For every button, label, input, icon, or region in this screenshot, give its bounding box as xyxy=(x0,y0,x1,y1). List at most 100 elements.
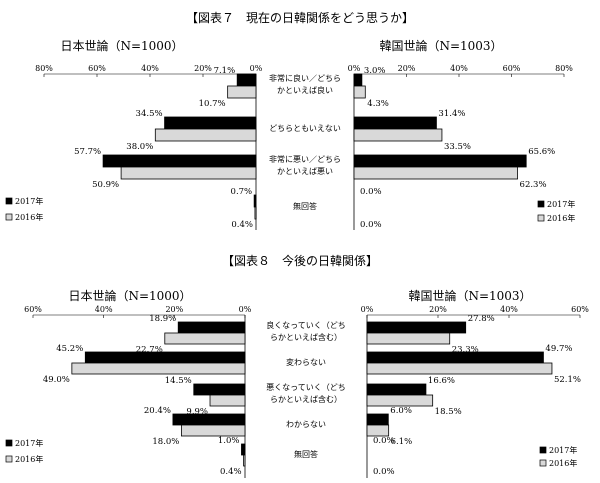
category-label-line: 非常に悪い／どちら xyxy=(269,154,341,164)
data-label: 52.1% xyxy=(554,375,581,385)
category-label: 非常に良い／どちらかといえば良い xyxy=(269,73,341,95)
bar xyxy=(177,321,246,334)
category-label-line: 無回答 xyxy=(293,201,317,211)
bar xyxy=(366,332,451,345)
category-label: 非常に悪い／どちらかといえば悪い xyxy=(269,154,341,176)
category-label-line: わからない xyxy=(286,420,326,429)
category-label-line: 非常に良い／どちら xyxy=(269,73,341,83)
x-tick-label: 80% xyxy=(555,64,573,73)
legend-swatch xyxy=(5,455,13,463)
legend-swatch xyxy=(5,197,13,205)
data-label: 34.5% xyxy=(136,109,163,119)
data-label: 18.9% xyxy=(149,314,176,324)
data-label: 9.9% xyxy=(186,407,208,417)
category-label-line: かといえば良い xyxy=(277,85,333,95)
data-label: 49.7% xyxy=(545,344,572,354)
data-label: 0.4% xyxy=(220,467,242,477)
data-label: 3.0% xyxy=(364,66,386,76)
legend-swatch xyxy=(5,213,13,221)
data-label: 7.1% xyxy=(214,66,236,76)
legend-label: 2017年 xyxy=(15,438,43,448)
bar xyxy=(71,362,246,375)
data-label: 10.7% xyxy=(199,99,226,109)
data-label: 31.4% xyxy=(438,109,465,119)
data-label: 20.4% xyxy=(144,406,171,416)
bar xyxy=(366,413,389,426)
legend-swatch xyxy=(537,200,545,208)
x-tick-label: 80% xyxy=(35,64,53,73)
data-label: 0.4% xyxy=(231,220,253,230)
data-label: 18.5% xyxy=(435,407,462,417)
category-label-line: 悪くなっていく（どち xyxy=(266,383,346,392)
data-label: 1.0% xyxy=(218,436,240,446)
panel-title: 日本世論（N=1000） xyxy=(60,38,183,53)
legend-swatch xyxy=(537,214,545,222)
bar xyxy=(353,85,366,99)
bar xyxy=(353,116,437,130)
x-tick-label: 20% xyxy=(429,305,447,314)
category-label: 変わらない xyxy=(286,357,326,367)
bar xyxy=(172,413,246,426)
data-label: 45.2% xyxy=(56,344,83,354)
x-tick-label: 60% xyxy=(24,305,42,314)
bar xyxy=(209,394,246,407)
panel-title: 日本世論（N=1000） xyxy=(68,288,191,303)
legend-label: 2017年 xyxy=(549,445,577,455)
legend-label: 2016年 xyxy=(15,454,43,464)
legend-label: 2016年 xyxy=(549,458,577,468)
bar xyxy=(180,424,246,437)
bar xyxy=(120,166,257,180)
x-tick-label: 60% xyxy=(503,64,521,73)
legend-label: 2016年 xyxy=(15,212,43,222)
data-label: 33.5% xyxy=(444,142,471,152)
x-tick-label: 0% xyxy=(239,305,252,314)
category-label-line: 無回答 xyxy=(294,449,318,459)
data-label: 0.0% xyxy=(373,467,395,477)
category-label-line: どちらともいえない xyxy=(269,124,341,133)
x-tick-label: 20% xyxy=(398,64,416,73)
bar xyxy=(366,383,427,396)
bar xyxy=(353,154,527,168)
data-label: 65.6% xyxy=(528,147,555,157)
bar xyxy=(241,443,246,456)
bar xyxy=(154,128,257,142)
x-tick-label: 40% xyxy=(95,305,113,314)
bar xyxy=(84,351,246,364)
data-label: 38.0% xyxy=(126,142,153,152)
category-label: 無回答 xyxy=(293,201,317,211)
x-tick-label: 20% xyxy=(194,64,212,73)
bar xyxy=(164,332,246,345)
data-label: 0.0% xyxy=(373,436,395,446)
panel-title: 韓国世論（N=1003） xyxy=(379,38,502,53)
category-label: わからない xyxy=(286,420,326,429)
bar xyxy=(102,154,257,168)
legend-label: 2017年 xyxy=(547,199,575,209)
bar xyxy=(366,394,434,407)
x-tick-label: 40% xyxy=(141,64,159,73)
category-label-line: 良くなっていく（どち xyxy=(266,320,346,330)
bar xyxy=(353,166,518,180)
bar xyxy=(366,321,467,334)
legend-swatch xyxy=(539,446,547,454)
category-label: 悪くなっていく（どちらかといえば含む） xyxy=(266,383,346,404)
data-label: 57.7% xyxy=(74,147,101,157)
bar xyxy=(236,73,257,87)
x-tick-label: 40% xyxy=(500,305,518,314)
bar xyxy=(164,116,257,130)
legend-label: 2017年 xyxy=(15,196,43,206)
category-label: 良くなっていく（どちらかといえば含む） xyxy=(266,320,346,342)
bar xyxy=(243,454,246,467)
x-tick-label: 0% xyxy=(361,305,374,314)
data-label: 6.1% xyxy=(391,437,413,447)
data-label: 0.7% xyxy=(231,187,253,197)
bar xyxy=(253,194,257,208)
category-label-line: らかといえば含む） xyxy=(270,332,342,342)
data-label: 16.6% xyxy=(428,376,455,386)
data-label: 14.5% xyxy=(165,376,192,386)
bar xyxy=(353,128,443,142)
legend-swatch xyxy=(5,439,13,447)
category-label: どちらともいえない xyxy=(269,124,341,133)
legend-label: 2016年 xyxy=(547,213,575,223)
data-label: 18.0% xyxy=(152,437,179,447)
